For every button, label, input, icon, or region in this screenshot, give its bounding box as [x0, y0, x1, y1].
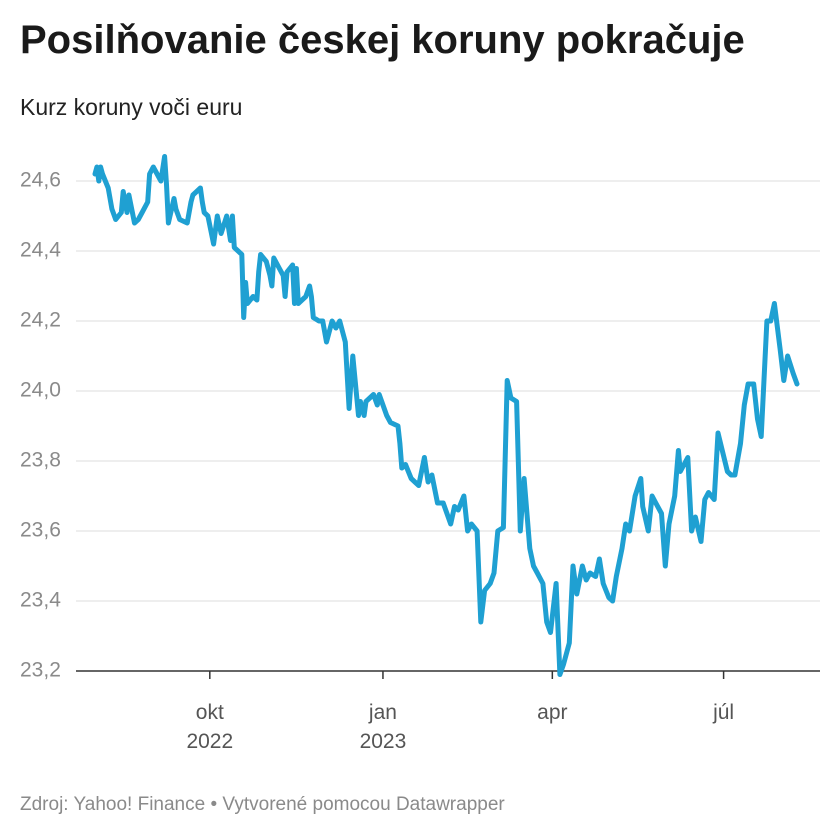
y-tick-label: 23,8 — [20, 449, 61, 472]
series-layer — [92, 154, 800, 677]
y-tick-label: 23,2 — [20, 659, 61, 682]
x-tick-label: okt — [196, 701, 224, 724]
x-axis: okt 2022 jan 2023 apr júl — [186, 671, 734, 753]
y-tick-label: 23,4 — [20, 589, 61, 612]
y-tick-label: 23,6 — [20, 519, 61, 542]
x-tick-label: júl — [712, 701, 734, 724]
y-tick-label: 24,6 — [20, 169, 61, 192]
source-footer: Zdroj: Yahoo! Finance • Vytvorené pomoco… — [20, 794, 505, 815]
chart-title: Posilňovanie českej koruny pokračuje — [20, 18, 745, 62]
x-tick-label: jan — [368, 701, 397, 724]
y-tick-label: 24,2 — [20, 309, 61, 332]
x-tick-year-label: 2022 — [186, 730, 233, 753]
grid-lines — [76, 180, 820, 672]
y-tick-label: 24,4 — [20, 239, 61, 262]
x-tick-year-label: 2023 — [360, 730, 407, 753]
y-axis-labels: 24,6 24,4 24,2 24,0 23,8 23,6 23,4 23,2 — [20, 169, 61, 682]
line-chart: 24,6 24,4 24,2 24,0 23,8 23,6 23,4 23,2 okt 2022… — [20, 154, 820, 753]
x-tick-label: apr — [537, 701, 567, 724]
y-tick-label: 24,0 — [20, 379, 61, 402]
chart-subtitle: Kurz koruny voči euru — [20, 94, 243, 120]
series-line — [92, 154, 800, 677]
